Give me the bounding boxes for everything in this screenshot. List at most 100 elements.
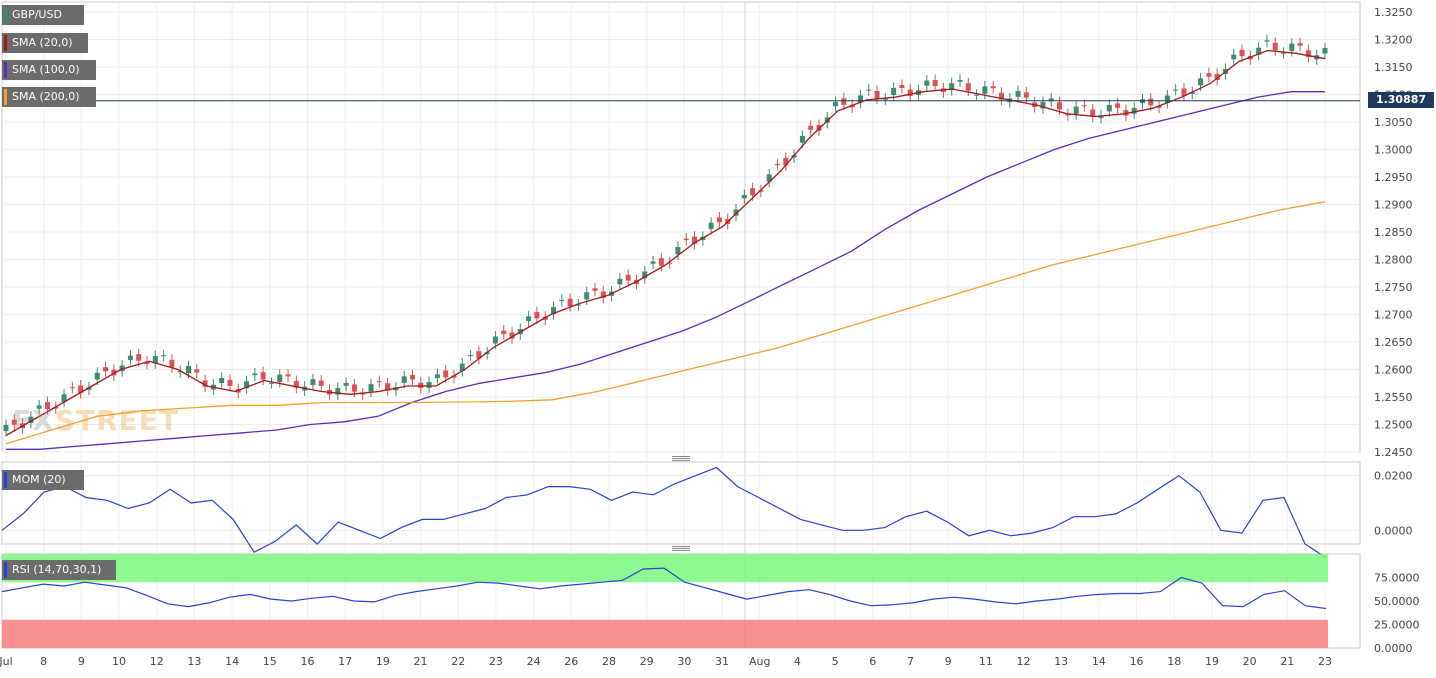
rsi-tick-label: 75.0000 (1374, 572, 1420, 585)
candle-body (949, 83, 955, 91)
date-tick-label: 15 (263, 655, 277, 668)
candle-body (1164, 95, 1170, 103)
candle-body (551, 307, 557, 315)
date-tick-label: 14 (225, 655, 239, 668)
candle-body (1198, 78, 1204, 86)
candle-body (733, 209, 739, 216)
candle-body (252, 373, 258, 376)
candle-body (268, 382, 274, 384)
candle-body (716, 217, 722, 223)
price-tick-label: 1.2700 (1374, 309, 1413, 322)
sma20-line (5, 49, 1326, 437)
candle-body (1322, 47, 1328, 54)
candle-body (385, 383, 391, 391)
candle-body (169, 359, 175, 368)
candle-body (526, 316, 532, 322)
candle-body (650, 261, 656, 264)
pane-resize-handle-1[interactable] (672, 456, 690, 461)
date-tick-label: 28 (602, 655, 616, 668)
candle-body (69, 387, 75, 389)
candle-body (1231, 54, 1237, 60)
candle-body (277, 374, 283, 382)
candle-body (575, 304, 581, 306)
candle-body (1148, 98, 1154, 106)
date-tick-label: 29 (640, 655, 654, 668)
date-tick-label: 19 (376, 655, 390, 668)
candle-body (1305, 50, 1311, 57)
date-tick-label: 22 (451, 655, 465, 668)
rsi-oversold-zone (2, 619, 1328, 648)
legend-mom-label: MOM (20) (12, 473, 66, 486)
candle-body (177, 371, 183, 373)
pair-swatch (4, 7, 7, 23)
legend-sma200[interactable]: SMA (200,0) (2, 87, 96, 107)
candle-body (882, 98, 888, 100)
candle-body (501, 330, 507, 335)
candle-body (808, 125, 814, 130)
price-tick-label: 1.3150 (1374, 61, 1413, 74)
candle-body (1040, 101, 1046, 109)
candle-body (974, 94, 980, 96)
candle-body (1214, 73, 1220, 81)
sma100-swatch (4, 62, 7, 78)
legend-sma20[interactable]: SMA (20,0) (2, 33, 88, 53)
candle-body (484, 352, 490, 355)
candle-body (708, 222, 714, 229)
last-price-tag: 1.30887 (1368, 92, 1434, 108)
candle-body (692, 236, 698, 244)
candle-body (907, 89, 913, 96)
candle-body (194, 369, 200, 373)
date-tick-label: 19 (1205, 655, 1219, 668)
price-tick-label: 1.2800 (1374, 254, 1413, 267)
date-tick-label: 9 (78, 655, 85, 668)
pane-resize-handle-2[interactable] (672, 546, 690, 551)
date-tick-label: 30 (677, 655, 691, 668)
date-tick-label: 11 (979, 655, 993, 668)
legend-rsi[interactable]: RSI (14,70,30,1) (2, 560, 116, 580)
candle-body (318, 380, 324, 386)
candle-body (1115, 103, 1121, 108)
candle-body (1131, 107, 1137, 114)
price-tick-label: 1.3000 (1374, 144, 1413, 157)
legend-pair[interactable]: GBP/USD (2, 5, 84, 25)
candle-body (857, 95, 863, 103)
candle-body (841, 98, 847, 105)
date-tick-label: 12 (1017, 655, 1031, 668)
candle-body (600, 291, 606, 299)
candle-body (783, 157, 789, 166)
legend-sma100[interactable]: SMA (100,0) (2, 60, 96, 80)
candle-body (3, 424, 9, 432)
candle-body (833, 101, 839, 107)
candle-body (28, 416, 34, 423)
candle-body (1239, 49, 1245, 57)
candle-body (476, 351, 482, 359)
candle-body (866, 89, 872, 91)
date-tick-label: 21 (414, 655, 428, 668)
candle-body (1281, 52, 1287, 54)
candle-body (368, 384, 374, 392)
price-tick-label: 1.2900 (1374, 199, 1413, 212)
price-tick-label: 1.2750 (1374, 281, 1413, 294)
candle-body (1189, 92, 1195, 94)
candle-body (1057, 102, 1063, 110)
candle-body (849, 104, 855, 108)
rsi-tick-label: 0.0000 (1374, 642, 1413, 655)
candle-body (244, 381, 250, 389)
candle-body (1065, 114, 1071, 116)
candle-body (750, 188, 756, 196)
legend-sma100-label: SMA (100,0) (12, 63, 80, 76)
candle-body (260, 372, 266, 380)
candle-body (293, 381, 299, 388)
candle-body (683, 238, 689, 241)
date-tick-label: 31 (715, 655, 729, 668)
candle-body (874, 90, 880, 99)
date-tick-label: 6 (869, 655, 876, 668)
candle-body (434, 374, 440, 379)
date-tick-label: 18 (1167, 655, 1181, 668)
candle-body (625, 274, 631, 281)
price-tick-label: 1.3250 (1374, 6, 1413, 19)
legend-pair-label: GBP/USD (12, 8, 62, 21)
legend-rsi-label: RSI (14,70,30,1) (12, 563, 102, 576)
candle-body (11, 419, 17, 425)
legend-mom[interactable]: MOM (20) (2, 470, 84, 490)
